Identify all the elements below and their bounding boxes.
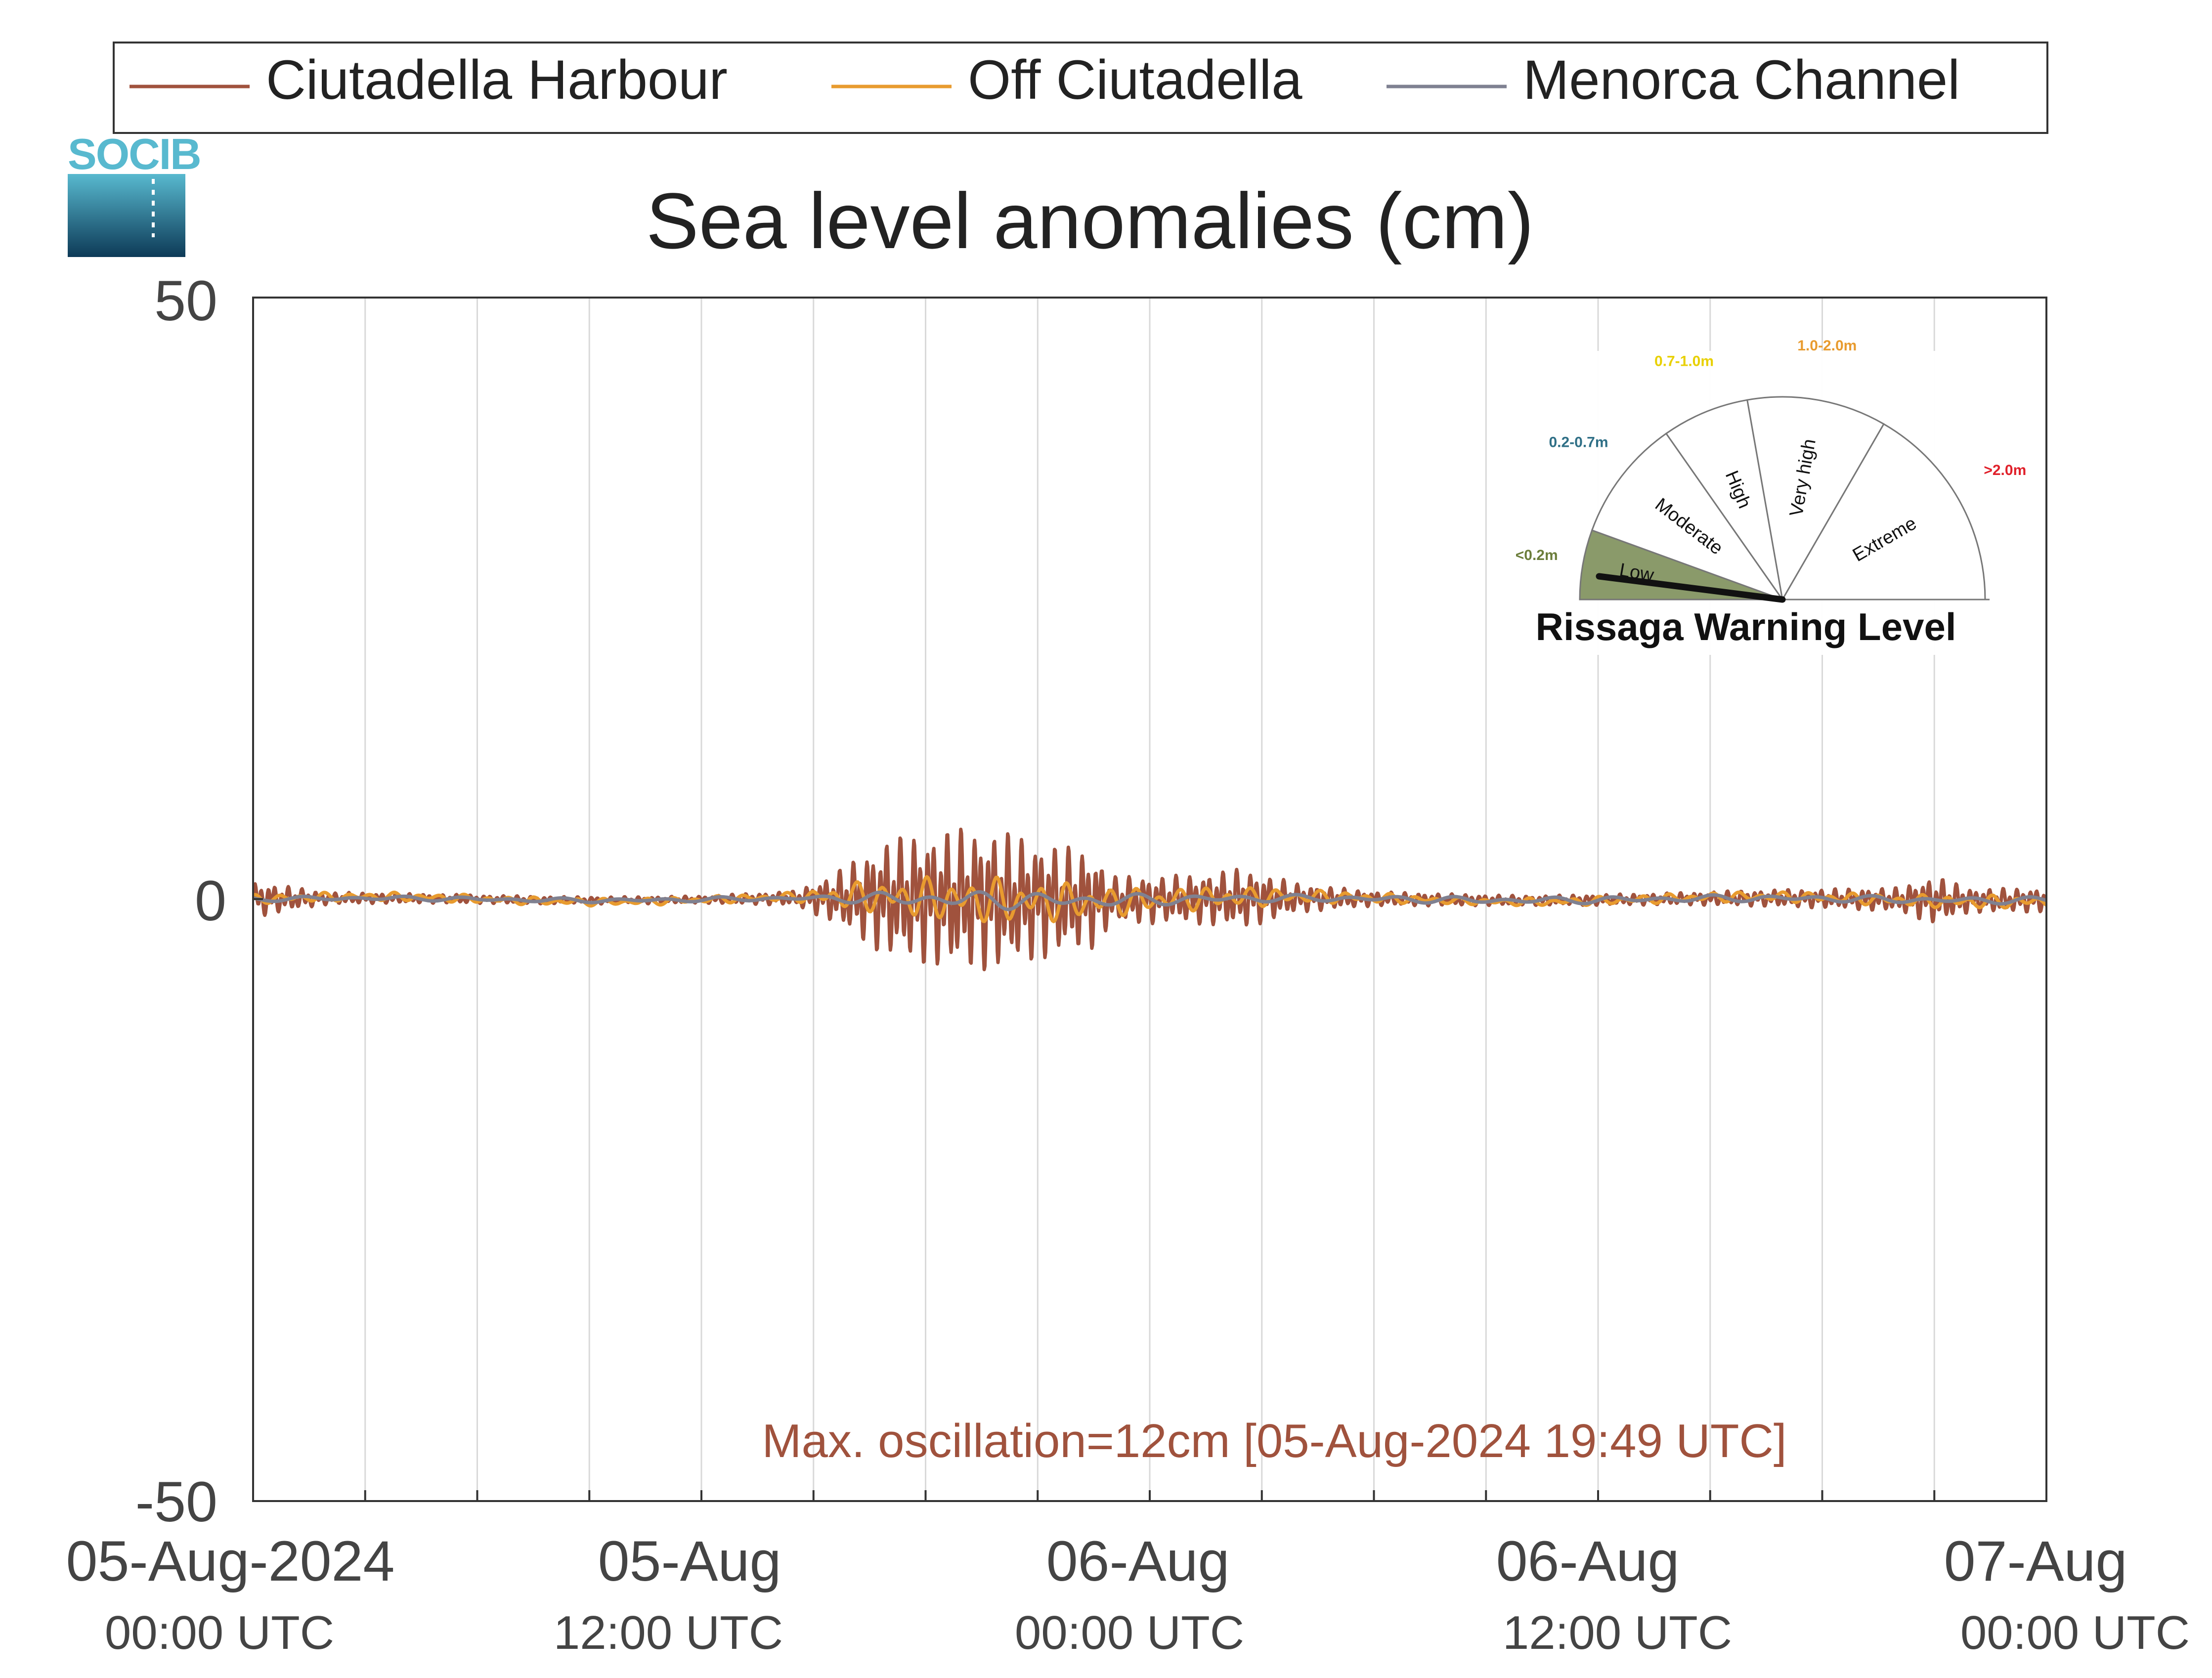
legend-box (113, 42, 2048, 134)
x-tick-time: 00:00 UTC (1015, 1606, 1244, 1659)
chart-title: Sea level anomalies (cm) (646, 176, 1534, 265)
x-tick-time: 12:00 UTC (554, 1606, 783, 1659)
legend: Ciutadella Harbour Off Ciutadella Menorc… (113, 42, 2048, 134)
gauge-needle (1596, 573, 1786, 603)
x-tick-date: 06-Aug (1046, 1530, 1230, 1593)
x-tick-time: 00:00 UTC (1960, 1606, 2190, 1659)
max-oscillation-annotation: Max. oscillation=12cm [05-Aug-2024 19:49… (762, 1415, 1786, 1467)
gauge-sector-very-high (1746, 396, 1885, 602)
x-tick-time: 12:00 UTC (1503, 1606, 1732, 1659)
socib-logo: SOCIB (68, 129, 202, 257)
gauge-range-label: >2.0m (1984, 462, 2026, 478)
x-axis: 05-Aug-2024 00:00 UTC 05-Aug 12:00 UTC 0… (66, 1530, 2190, 1659)
y-tick-label: -50 (135, 1470, 217, 1534)
series-group (253, 827, 2046, 972)
y-tick-label: 50 (154, 269, 217, 333)
legend-label-menorca-channel: Menorca Channel (1523, 49, 1960, 111)
series-line-off-ciutadella (253, 875, 2046, 923)
gauge-sector-extreme (1781, 423, 1986, 601)
x-tick-time: 00:00 UTC (105, 1606, 334, 1659)
x-tick-date: 06-Aug (1496, 1530, 1680, 1593)
gauge-range-label: 0.7-1.0m (1654, 353, 1714, 370)
legend-label-ciutadella-harbour: Ciutadella Harbour (266, 49, 728, 111)
gauge-range-label: 0.2-0.7m (1549, 434, 1608, 450)
gauge-range-label: <0.2m (1516, 547, 1558, 563)
gauge-sector-moderate (1591, 432, 1784, 602)
rissaga-gauge: Low<0.2m Moderate0.2-0.7mHigh0.7-1.0mVery… (1503, 338, 2026, 655)
x-tick-date: 05-Aug-2024 (66, 1530, 395, 1593)
svg-text:SOCIB: SOCIB (68, 129, 201, 178)
gauge-title: Rissaga Warning Level (1535, 605, 1956, 648)
x-tick-date: 07-Aug (1944, 1530, 2127, 1593)
y-tick-label: 0 (195, 869, 226, 933)
x-tick-date: 05-Aug (598, 1530, 781, 1593)
gauge-range-label: 1.0-2.0m (1797, 338, 1857, 354)
legend-label-off-ciutadella: Off Ciutadella (968, 49, 1302, 111)
y-axis: 50 0 -50 (135, 269, 263, 1534)
series-line-menorca-channel (253, 890, 2046, 911)
gauge-sector-high (1665, 399, 1783, 600)
